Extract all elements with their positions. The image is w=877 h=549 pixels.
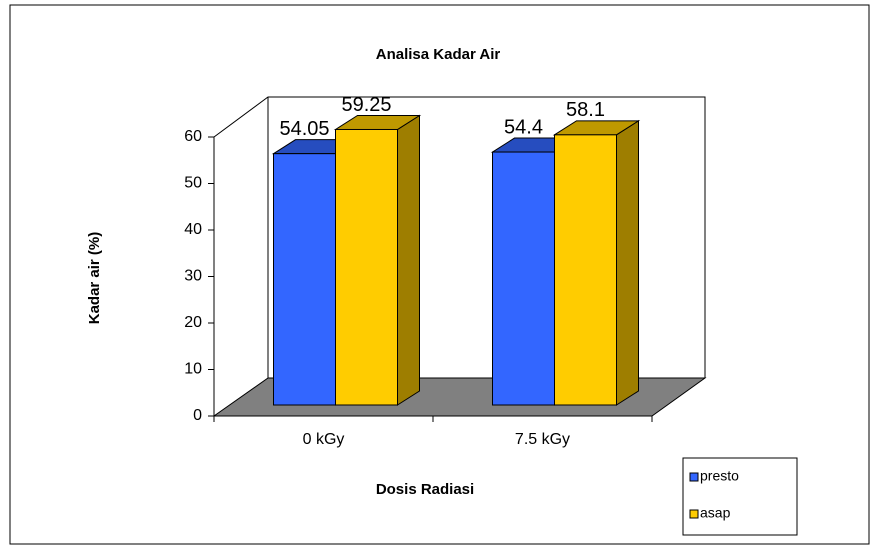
bar: [335, 128, 398, 406]
x-axis-label: Dosis Radiasi: [376, 481, 474, 498]
value-label: 58.1: [566, 99, 605, 121]
y-tick-label: 40: [184, 221, 202, 238]
y-tick-label: 50: [184, 175, 202, 192]
x-tick-label: 0 kGy: [303, 431, 345, 448]
legend-swatch: [689, 472, 699, 482]
y-tick-label: 20: [184, 314, 202, 331]
bar: [273, 153, 336, 406]
legend-label: asap: [700, 505, 731, 521]
legend: [682, 457, 798, 536]
chart-title: Analisa Kadar Air: [376, 46, 501, 63]
bar: [492, 151, 555, 406]
bar-side: [616, 119, 639, 406]
y-tick-label: 0: [193, 407, 202, 424]
y-tick-label: 30: [184, 268, 202, 285]
x-tick-label: 7.5 kGy: [515, 431, 570, 448]
value-label: 59.25: [341, 94, 391, 116]
back-wall: [213, 96, 706, 378]
y-tick-label: 60: [184, 128, 202, 145]
chart-border: [9, 4, 870, 545]
y-tick-label: 10: [184, 361, 202, 378]
y-axis-label: Kadar air (%): [86, 232, 103, 325]
legend-label: presto: [700, 468, 739, 484]
value-label: 54.05: [279, 118, 329, 140]
bar: [554, 134, 617, 406]
value-label: 54.4: [504, 116, 543, 138]
bar-side: [397, 114, 420, 406]
legend-swatch: [689, 509, 699, 519]
